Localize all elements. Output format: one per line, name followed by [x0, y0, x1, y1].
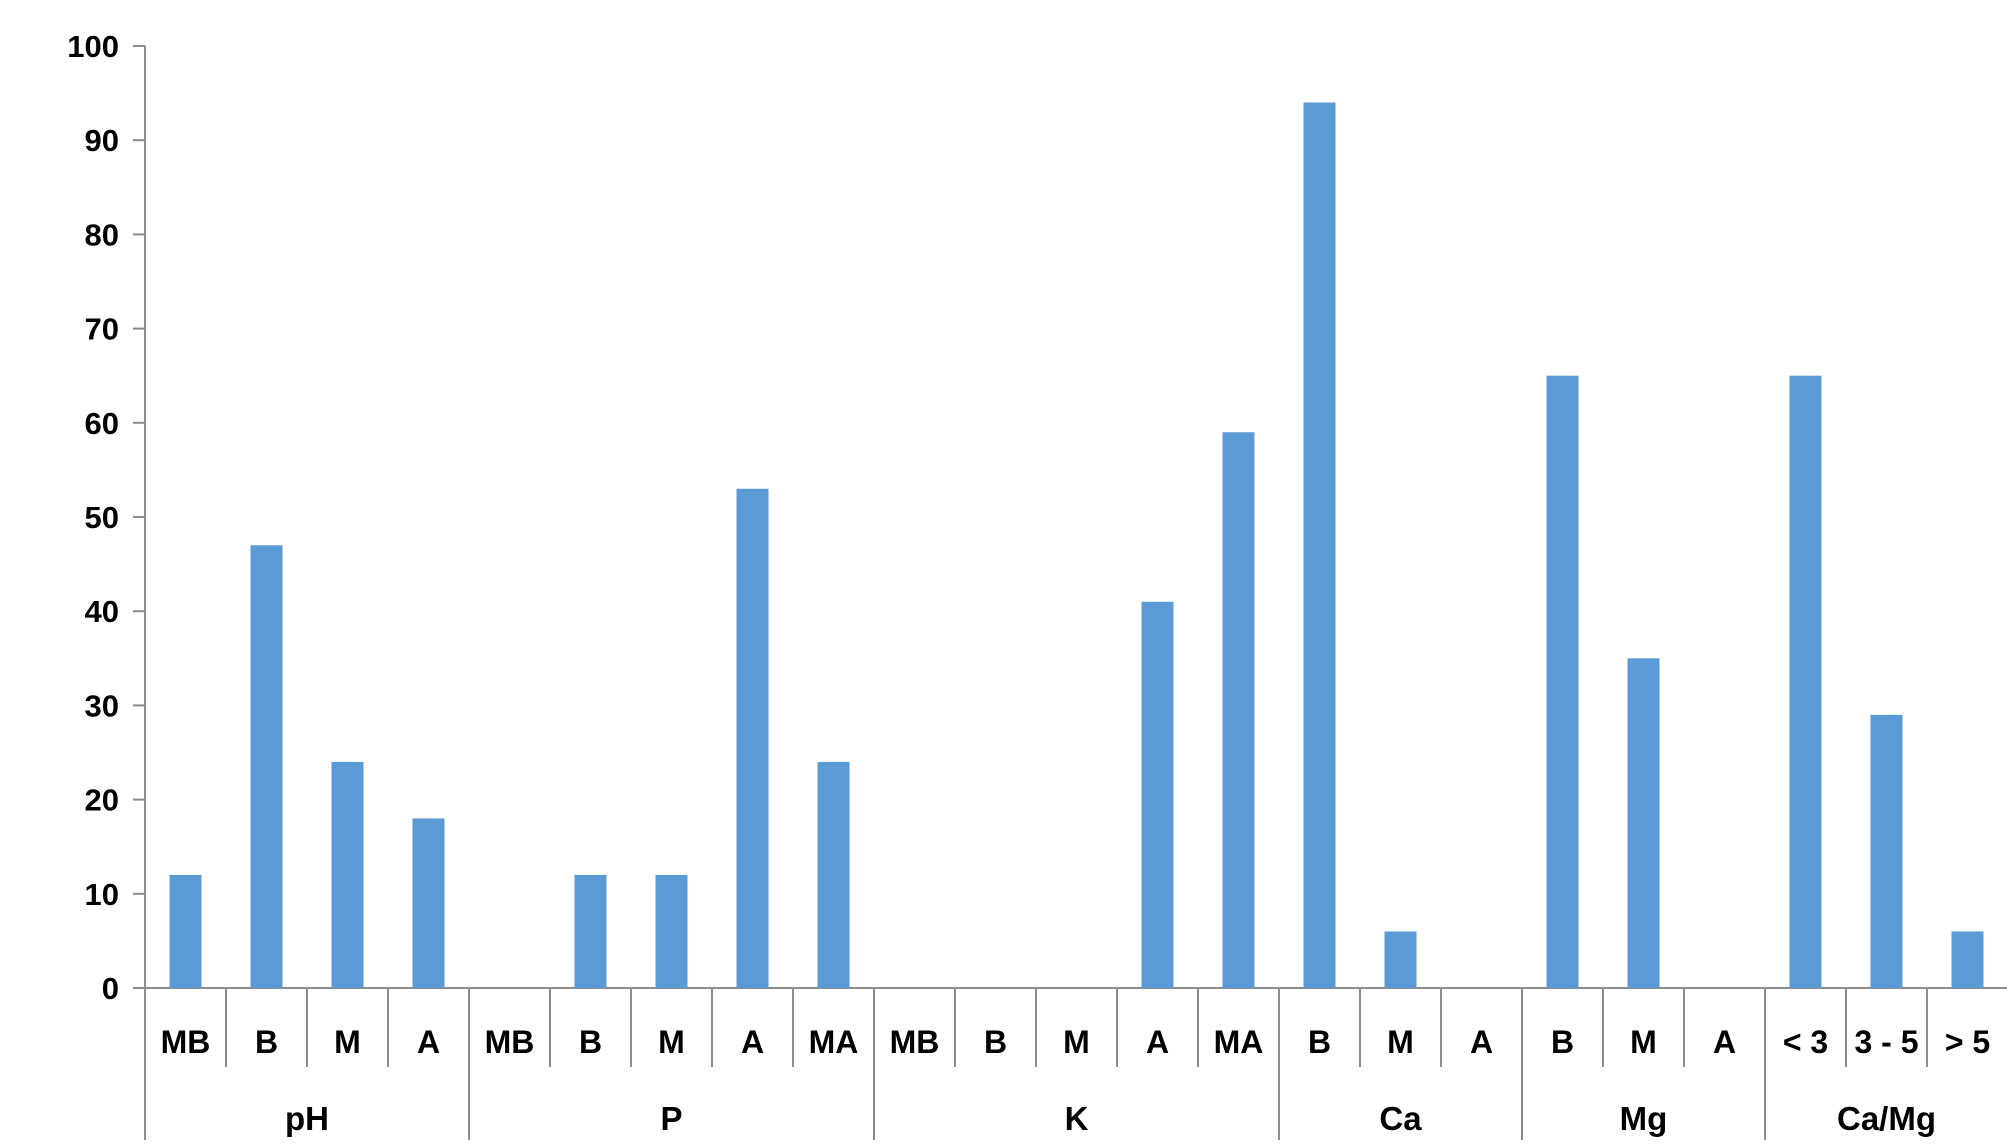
y-tick-label: 70 [85, 312, 119, 347]
y-tick-label: 100 [67, 29, 119, 64]
bar [169, 874, 202, 988]
x-category-label: A [417, 1024, 440, 1060]
x-category-label: B [579, 1024, 602, 1060]
bar [1303, 102, 1336, 988]
x-group-label: Mg [1620, 1100, 1668, 1137]
x-category-label: > 5 [1945, 1024, 1990, 1060]
x-category-label: B [1308, 1024, 1331, 1060]
x-category-label: M [1630, 1024, 1657, 1060]
bar [574, 874, 607, 988]
x-group-label: P [660, 1100, 682, 1137]
x-category-label: MA [809, 1024, 859, 1060]
bar [1546, 375, 1579, 988]
bar [331, 761, 364, 988]
bar [1627, 658, 1660, 988]
x-group-label: K [1065, 1100, 1089, 1137]
x-category-label: M [1063, 1024, 1090, 1060]
bar [736, 488, 769, 988]
y-tick-label: 90 [85, 123, 119, 158]
bar [1384, 931, 1417, 988]
x-category-label: < 3 [1783, 1024, 1828, 1060]
x-category-label: MB [485, 1024, 535, 1060]
bar [1222, 432, 1255, 989]
bar [655, 874, 688, 988]
x-category-label: A [1146, 1024, 1169, 1060]
y-tick-label: 20 [85, 783, 119, 818]
x-group-label: Ca/Mg [1837, 1100, 1936, 1137]
y-tick-label: 40 [85, 594, 119, 629]
x-category-label: M [334, 1024, 361, 1060]
x-category-label: A [1713, 1024, 1736, 1060]
y-tick-label: 30 [85, 688, 119, 723]
x-category-label: B [1551, 1024, 1574, 1060]
x-category-label: B [984, 1024, 1007, 1060]
x-category-label: MA [1214, 1024, 1264, 1060]
x-category-label: MB [161, 1024, 211, 1060]
y-tick-label: 60 [85, 406, 119, 441]
x-group-label: Ca [1379, 1100, 1422, 1137]
y-tick-label: 50 [85, 500, 119, 535]
x-category-label: B [255, 1024, 278, 1060]
bar [817, 761, 850, 988]
y-tick-label: 10 [85, 877, 119, 912]
x-category-label: MB [890, 1024, 940, 1060]
x-category-label: A [741, 1024, 764, 1060]
bar [1870, 714, 1903, 988]
x-category-label: M [658, 1024, 685, 1060]
x-category-label: 3 - 5 [1854, 1024, 1918, 1060]
bar [412, 818, 445, 988]
bar [1951, 931, 1984, 988]
x-category-label: M [1387, 1024, 1414, 1060]
bar [250, 545, 283, 988]
bar [1789, 375, 1822, 988]
y-tick-label: 0 [102, 971, 119, 1006]
x-group-label: pH [285, 1100, 329, 1137]
x-category-label: A [1470, 1024, 1493, 1060]
bar [1141, 601, 1174, 988]
y-tick-label: 80 [85, 217, 119, 252]
